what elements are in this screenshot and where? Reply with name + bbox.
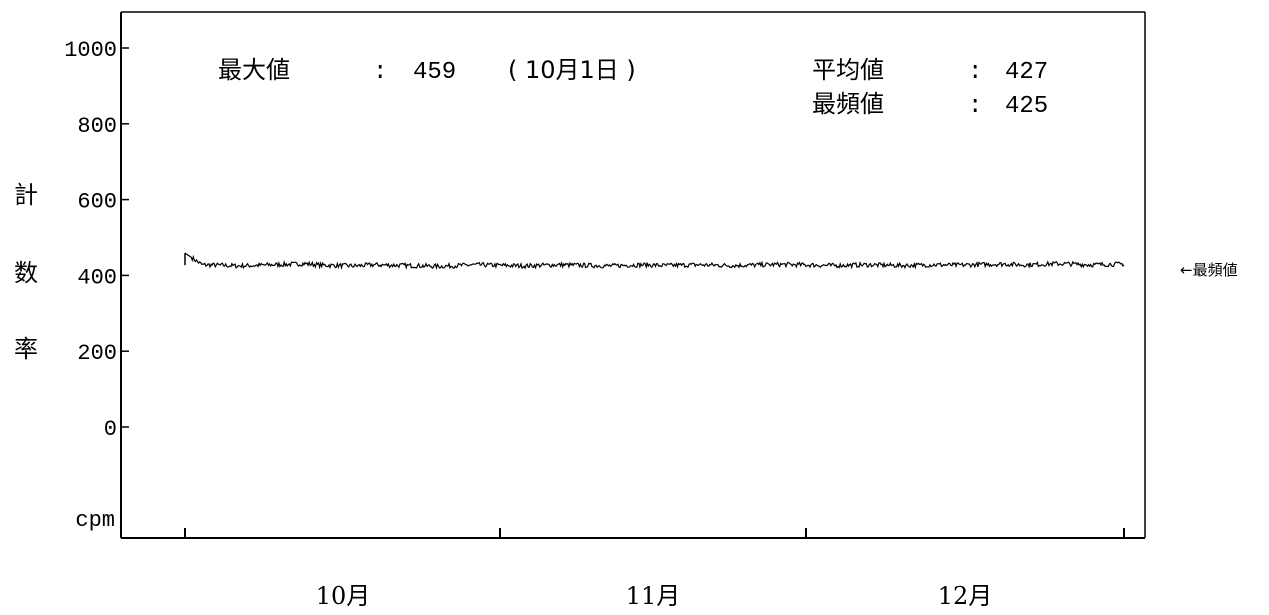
max-value-date: ( 10月1日 ) [508, 56, 636, 84]
max-value-label: 最大値 [218, 56, 290, 84]
max-value: 459 [413, 59, 456, 86]
y-tick-label: 400 [77, 265, 117, 290]
y-axis-title-char: 数 [14, 259, 38, 287]
x-tick-label: 11月 [626, 582, 681, 610]
max-value-separator: : [373, 59, 387, 86]
y-tick-label: 0 [104, 417, 117, 442]
mode-value: 425 [1005, 93, 1048, 120]
mode-marker-annotation: ←最頻値 [1180, 261, 1238, 279]
mean-value-label: 平均値 [812, 56, 884, 84]
y-tick-label: 1000 [64, 38, 117, 63]
y-axis-title-char: 計 [14, 181, 38, 209]
mode-value-separator: : [968, 93, 982, 120]
y-tick-label: 800 [77, 114, 117, 139]
y-tick-label: 600 [77, 190, 117, 215]
y-tick-label: 200 [77, 341, 117, 366]
mean-value: 427 [1005, 59, 1048, 86]
y-unit-label: cpm [75, 508, 115, 533]
mode-value-label: 最頻値 [812, 90, 884, 118]
x-tick-label: 10月 [316, 582, 371, 610]
mean-value-separator: : [968, 59, 982, 86]
x-tick-label: 12月 [938, 582, 993, 610]
count-rate-series-line [184, 252, 1125, 271]
y-axis-title-char: 率 [14, 335, 38, 363]
